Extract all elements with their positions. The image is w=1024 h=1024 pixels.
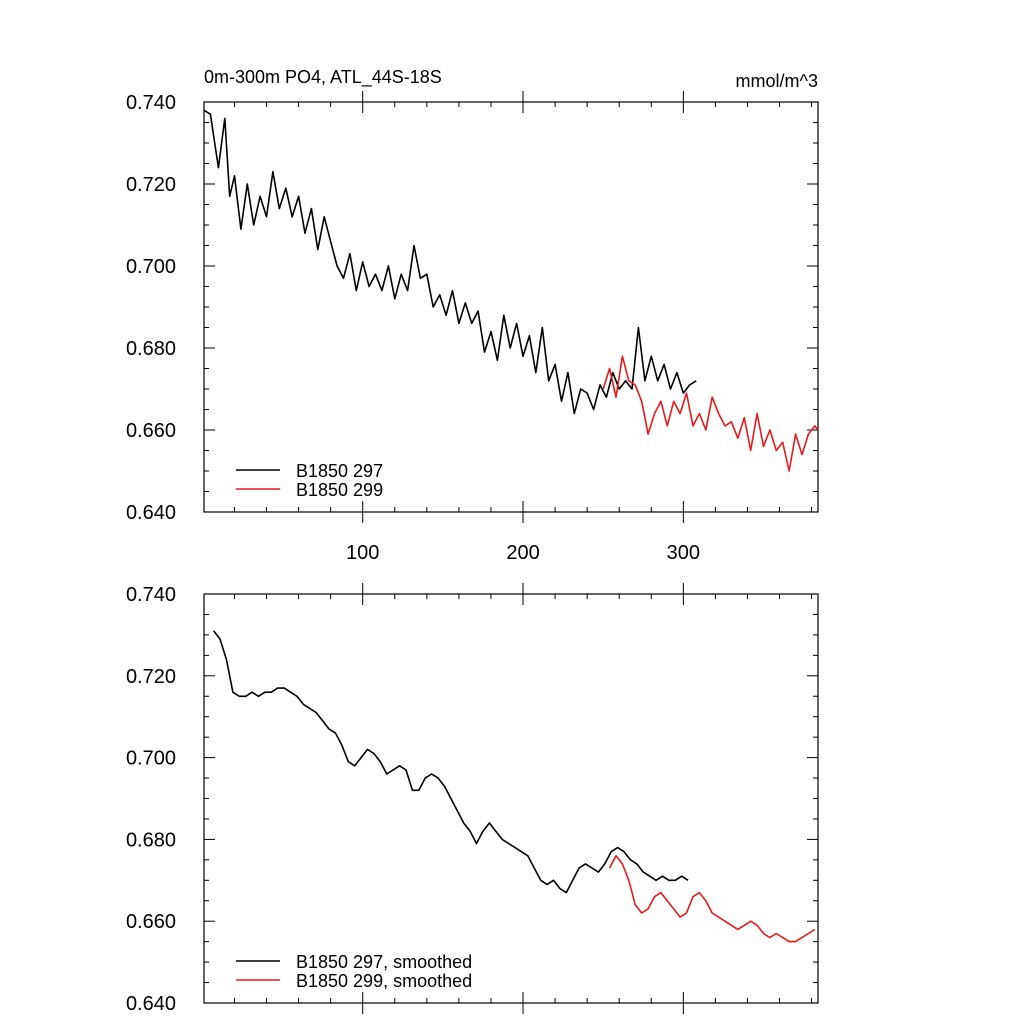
units-label: mmol/m^3 (736, 71, 818, 91)
y-tick-label: 0.700 (126, 748, 176, 770)
y-tick-label: 0.680 (126, 338, 176, 360)
bottom-panel: 0.640 0.660 0.680 0.700 0.720 0.740 B1850 297,… (126, 583, 819, 1015)
y-tick-label: 0.660 (126, 911, 176, 933)
series-line-1 (212, 630, 689, 894)
legend-label-2: B1850 299 (296, 480, 383, 500)
x-tick-label: 100 (346, 542, 379, 564)
x-tick-label: 200 (506, 542, 539, 564)
plot-frame (203, 101, 819, 513)
chart-title: 0m-300m PO4, ATL_44S-18S (204, 67, 442, 88)
y-tick-label: 0.720 (126, 174, 176, 196)
legend-label-2: B1850 299, smoothed (296, 971, 472, 991)
legend-label-1: B1850 297, smoothed (296, 952, 472, 972)
y-tick-label: 0.640 (126, 502, 176, 524)
series-line-2 (602, 355, 819, 472)
y-tick-label: 0.640 (126, 993, 176, 1015)
y-tick-label: 0.700 (126, 256, 176, 278)
y-tick-label: 0.720 (126, 666, 176, 688)
series-line-2 (608, 854, 816, 943)
x-tick-label: 300 (667, 542, 700, 564)
series-line-1 (203, 109, 697, 415)
y-tick-label: 0.660 (126, 420, 176, 442)
plot-frame (203, 593, 819, 1004)
y-tick-label: 0.740 (126, 584, 176, 606)
top-panel: 0.640 0.660 0.680 0.700 0.720 0.740 100 200 300 B… (126, 91, 819, 564)
y-tick-label: 0.740 (126, 92, 176, 114)
legend-label-1: B1850 297 (296, 461, 383, 481)
y-tick-label: 0.680 (126, 829, 176, 851)
